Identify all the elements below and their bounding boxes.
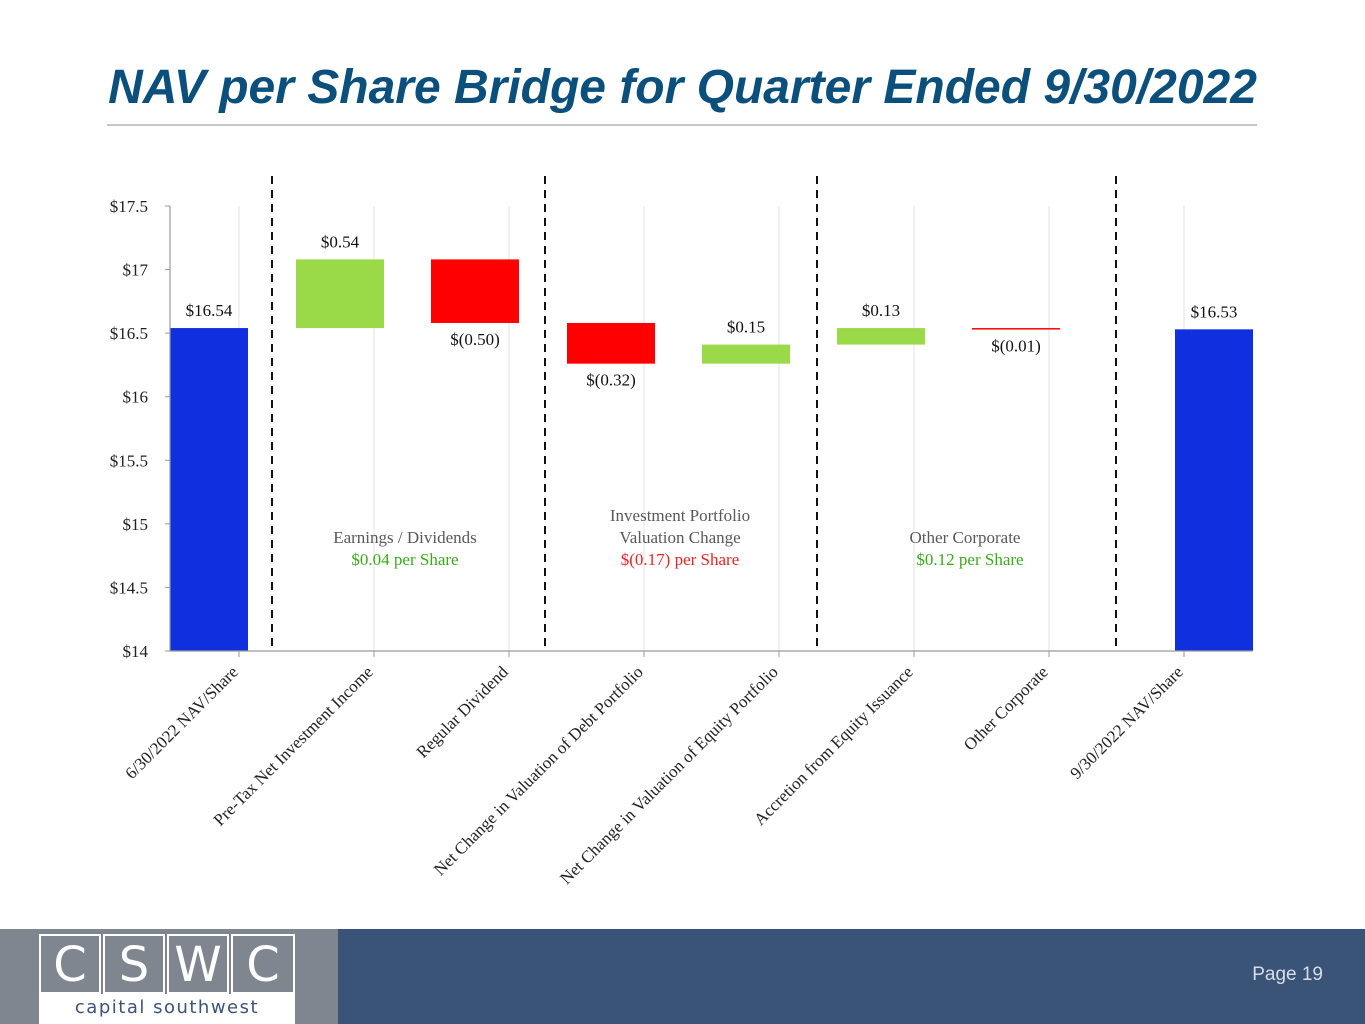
footer-bar: C S W C capital southwest Page 19 [0,929,1365,1024]
y-tick-label: $17 [123,261,149,280]
waterfall-bar [837,328,925,345]
page-title: NAV per Share Bridge for Quarter Ended 9… [108,61,1257,114]
x-tick-label: Pre-Tax Net Investment Income [210,662,377,829]
x-tick-label: 6/30/2022 NAV/Share [121,662,241,782]
waterfall-bar [567,322,655,364]
label-layer: $16.54 $0.54 $(0.50) $(0.32) $0.15 $0.13 $(0.0… [186,232,1238,389]
bar-layer [170,259,1253,651]
waterfall-bar [170,328,248,651]
logo-tagline: capital southwest [39,994,295,1024]
waterfall-bar [1175,329,1253,651]
data-label: $0.13 [862,301,900,320]
data-label: $(0.50) [450,330,500,349]
waterfall-bar [702,344,790,364]
y-tick-label: $16 [123,388,149,407]
logo-letter: S [103,934,165,994]
x-tick-label: Net Change in Valuation of Equity Portfo… [556,662,782,888]
group-summary: $0.04 per Share [351,550,458,569]
y-tick-label: $17.5 [110,197,148,216]
x-tick-label: Accretion from Equity Issuance [750,662,917,829]
waterfall-bar [972,328,1060,330]
page-number: Page 19 [1252,964,1323,985]
logo-letter: W [167,934,229,994]
logo-panel: C S W C capital southwest [0,929,338,1024]
nav-bridge-chart: $17.5 $17 $16.5 $16 $15.5 $15 $14.5 $146/30/202… [110,176,1253,888]
y-tick-label: $14 [123,642,149,661]
group-summary: $0.12 per Share [916,550,1023,569]
y-tick-label: $14.5 [110,578,148,597]
logo-letter: C [231,934,295,994]
x-tick-label: Regular Dividend [413,662,513,762]
group-title: Valuation Change [619,528,740,547]
x-tick-label: Other Corporate [960,662,1052,754]
x-tick-label: 9/30/2022 NAV/Share [1066,662,1186,782]
logo-letter: C [39,934,101,994]
data-label: $0.54 [321,232,360,251]
data-label: $0.15 [727,318,765,337]
group-summary: $(0.17) per Share [621,550,740,569]
x-tick-label: Net Change in Valuation of Debt Portfoli… [430,662,647,879]
cswc-logo: C S W C capital southwest [39,934,295,1024]
y-tick-label: $16.5 [110,324,148,343]
data-label: $16.54 [186,301,233,320]
group-title: Earnings / Dividends [333,528,477,547]
data-label: $(0.32) [586,371,636,390]
group-annotation-layer: Earnings / Dividends $0.04 per Share Inves… [271,176,1117,651]
group-title: Other Corporate [910,528,1021,547]
y-tick-label: $15 [123,515,149,534]
title-divider [107,124,1257,126]
waterfall-bar [431,259,519,323]
data-label: $(0.01) [991,336,1041,355]
group-title: Investment Portfolio [610,506,750,525]
data-label: $16.53 [1191,302,1238,321]
y-tick-label: $15.5 [110,451,148,470]
waterfall-bar [296,259,384,329]
